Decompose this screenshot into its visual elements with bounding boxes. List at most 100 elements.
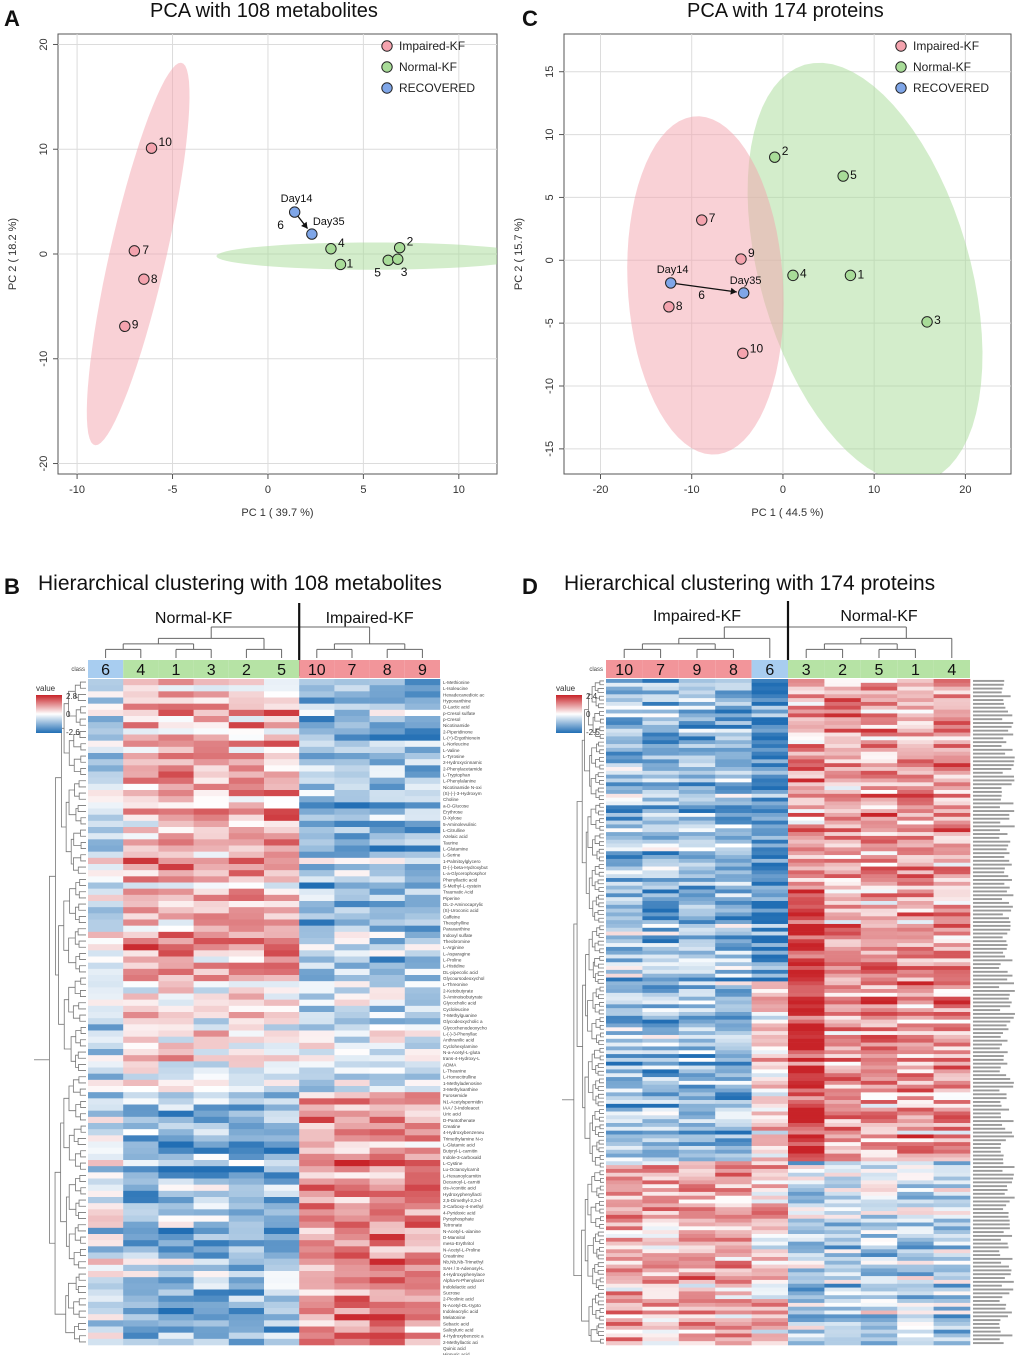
heatmap-cell	[897, 1188, 934, 1193]
heatmap-cell	[369, 944, 406, 951]
row-label-mark	[973, 951, 1004, 954]
heatmap-cell	[788, 1234, 825, 1239]
heatmap-cell	[642, 1019, 680, 1024]
heatmap-cell	[678, 732, 716, 737]
heatmap-cell	[193, 1264, 230, 1272]
point-label-day35: Day35	[730, 275, 762, 287]
heatmap-cell	[933, 862, 971, 867]
heatmap-cell	[860, 1061, 898, 1066]
column-label: 9	[693, 662, 702, 679]
heatmap-cell	[193, 1005, 230, 1013]
dendrogram-branch	[587, 1061, 593, 1093]
dendrogram-branch	[591, 1145, 597, 1162]
heatmap-cell	[228, 1246, 265, 1253]
heatmap-cell	[606, 1034, 643, 1040]
heatmap-cell	[824, 1084, 862, 1089]
heatmap-cell	[299, 728, 335, 735]
heatmap-cell	[228, 1067, 265, 1074]
row-label-mark	[973, 1020, 1011, 1023]
heatmap-cell	[264, 703, 300, 711]
heatmap-cell	[369, 1215, 406, 1222]
heatmap-cell	[788, 1111, 825, 1116]
heatmap-cell	[123, 975, 159, 982]
dendrogram-branch	[599, 1078, 604, 1084]
heatmap-cell	[824, 870, 862, 875]
row-label-mark	[973, 756, 1015, 759]
heatmap-cell	[933, 1203, 971, 1208]
heatmap-cell	[933, 1031, 971, 1036]
heatmap-cell	[715, 878, 752, 883]
heatmap-cell	[751, 1276, 789, 1281]
row-label-mark	[973, 760, 1015, 763]
heatmap-cell	[824, 1057, 862, 1063]
dendrogram-branch	[594, 1049, 601, 1059]
heatmap-cell	[642, 893, 680, 898]
heatmap-cell	[123, 851, 159, 859]
heatmap-cell	[678, 1337, 716, 1342]
heatmap-cell	[334, 1147, 370, 1155]
heatmap-cell	[88, 1203, 124, 1210]
heatmap-cell	[264, 796, 300, 803]
heatmap-cell	[678, 786, 716, 791]
heatmap-cell	[88, 1240, 124, 1247]
heatmap-cell	[606, 1115, 643, 1120]
heatmap-cell	[264, 790, 300, 797]
heatmap-cell	[158, 716, 194, 723]
heatmap-cell	[715, 1195, 752, 1200]
heatmap-cell	[788, 1188, 825, 1193]
heatmap-cell	[715, 1211, 752, 1216]
heatmap-cell	[228, 876, 265, 883]
heatmap-cell	[933, 870, 971, 875]
class-cell	[860, 660, 898, 678]
dendrogram-branch	[597, 879, 604, 885]
heatmap-cell	[404, 1061, 441, 1068]
heatmap-cell	[404, 956, 441, 963]
heatmap-cell	[824, 1302, 862, 1308]
heatmap-cell	[824, 1226, 862, 1231]
row-label: 2-Hydroxycinnamic	[443, 760, 483, 765]
dendrogram-branch	[75, 1178, 81, 1192]
heatmap-cell	[897, 1012, 934, 1017]
heatmap-cell	[788, 713, 825, 718]
heatmap-cell	[158, 1110, 194, 1118]
class-cell	[642, 660, 679, 678]
heatmap-cell	[751, 1080, 789, 1086]
point-2	[393, 242, 406, 254]
heatmap-cell	[788, 893, 825, 898]
heatmap-cell	[933, 1015, 971, 1020]
heatmap-cell	[824, 981, 862, 986]
heatmap-cell	[193, 1042, 230, 1050]
heatmap-cell	[193, 1258, 230, 1266]
dendrogram-branch	[582, 984, 586, 1109]
heatmap-cell	[678, 969, 716, 975]
dendrogram-branch	[598, 741, 604, 747]
heatmap-cell	[264, 1178, 300, 1185]
heatmap-cell	[751, 1134, 789, 1139]
row-label-mark	[973, 1024, 1007, 1027]
heatmap-cell	[860, 847, 898, 852]
heatmap-cell	[404, 894, 441, 902]
heatmap-cell	[158, 777, 194, 785]
heatmap-cell	[264, 814, 300, 822]
heatmap-cell	[606, 701, 643, 707]
heatmap-cell	[678, 1176, 716, 1181]
heatmap-cell	[788, 992, 825, 997]
panel-a-title: PCA with 108 metabolites	[150, 0, 378, 22]
heatmap-cell	[715, 1080, 752, 1086]
heatmap-cell	[715, 1268, 752, 1273]
heatmap-cell	[897, 927, 934, 932]
heatmap-cell	[933, 1126, 971, 1131]
heatmap-cell	[88, 839, 124, 846]
heatmap-cell	[678, 1180, 716, 1185]
heatmap-cell	[897, 1077, 934, 1082]
heatmap-cell	[369, 913, 406, 920]
heatmap-cell	[264, 1160, 300, 1167]
heatmap-cell	[642, 1253, 680, 1258]
heatmap-cell	[228, 1308, 265, 1315]
heatmap-cell	[193, 833, 230, 840]
heatmap-cell	[788, 1195, 825, 1200]
dendrogram-branch	[80, 755, 86, 763]
heatmap-cell	[897, 1145, 934, 1151]
heatmap-cell	[228, 1012, 265, 1019]
heatmap-cell	[897, 1176, 934, 1181]
